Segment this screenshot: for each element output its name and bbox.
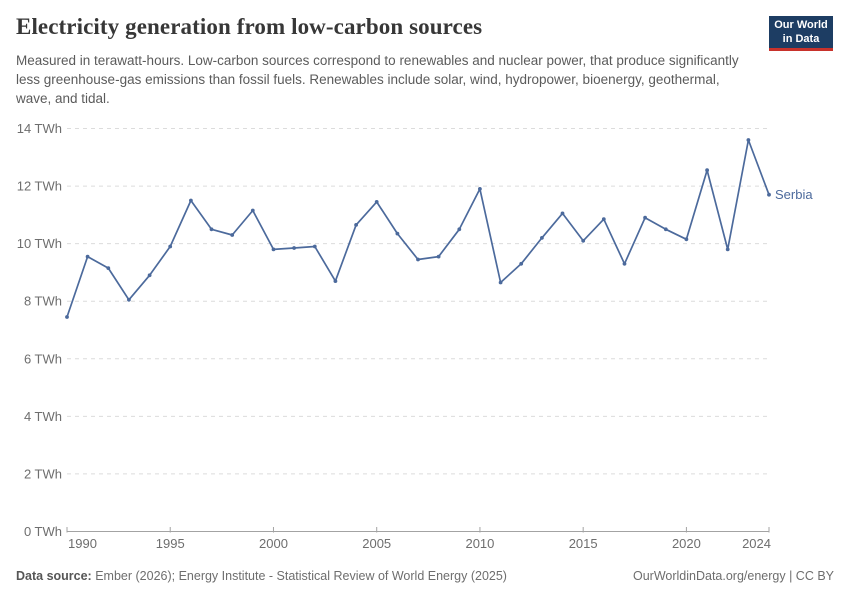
y-tick-label: 10 TWh: [17, 236, 62, 251]
logo-line2: in Data: [782, 32, 820, 45]
y-tick-label: 4 TWh: [24, 409, 62, 424]
data-point-1995: [168, 244, 173, 249]
owid-logo: Our World in Data: [769, 16, 833, 51]
data-point-2016: [601, 217, 606, 222]
data-point-2004: [354, 223, 358, 227]
data-point-2024: [767, 192, 771, 197]
data-point-2018: [643, 215, 647, 220]
y-tick-label: 2 TWh: [24, 466, 62, 481]
data-point-2020: [684, 237, 689, 242]
logo-line1: Our World: [774, 19, 828, 31]
data-point-2002: [312, 244, 317, 249]
y-tick-label: 6 TWh: [24, 351, 62, 366]
data-point-2015: [581, 238, 586, 243]
data-point-2001: [292, 246, 296, 250]
data-point-2000: [271, 247, 276, 252]
x-tick-label: 1995: [156, 536, 185, 551]
data-point-2017: [622, 261, 627, 266]
x-tick-label: 1990: [68, 536, 97, 551]
data-point-2007: [416, 257, 420, 262]
data-point-2009: [457, 227, 462, 232]
data-point-2010: [478, 187, 482, 191]
data-point-2006: [395, 231, 400, 236]
data-point-1994: [147, 273, 152, 278]
data-point-1991: [85, 254, 90, 259]
datasource-text: Data source: Ember (2026); Energy Instit…: [16, 569, 507, 583]
data-point-2021: [705, 168, 709, 173]
x-tick-label: 2005: [362, 536, 391, 551]
data-point-2022: [725, 247, 730, 252]
data-point-2013: [540, 236, 544, 240]
x-tick-label: 2024: [742, 536, 771, 551]
x-tick-label: 2000: [259, 536, 288, 551]
x-tick-label: 2020: [672, 536, 701, 551]
credit-text: OurWorldinData.org/energy | CC BY: [632, 569, 834, 583]
x-tick-label: 2010: [465, 536, 494, 551]
datasource-value: Ember (2026); Energy Institute - Statist…: [91, 569, 507, 583]
y-tick-label: 0 TWh: [24, 524, 62, 539]
y-tick-label: 8 TWh: [24, 294, 62, 309]
data-point-1992: [106, 266, 111, 270]
data-point-1996: [189, 198, 193, 203]
y-tick-label: 14 TWh: [17, 121, 62, 136]
data-point-2023: [746, 138, 751, 142]
series-end-label: Serbia: [775, 187, 813, 202]
data-point-2012: [519, 261, 524, 266]
data-point-2011: [498, 280, 503, 285]
page-title: Electricity generation from low-carbon s…: [16, 14, 483, 39]
chart-subtitle: Measured in terawatt-hours. Low-carbon s…: [16, 53, 739, 106]
data-point-1993: [126, 297, 131, 302]
data-point-1999: [250, 208, 255, 213]
x-tick-label: 2015: [569, 536, 598, 551]
serbia-line: [66, 139, 770, 318]
data-point-2014: [560, 211, 565, 216]
data-point-2019: [663, 227, 668, 232]
logo-accent-bar: [769, 48, 833, 51]
data-point-2005: [374, 200, 379, 204]
data-point-2008: [436, 254, 441, 259]
data-point-1997: [209, 227, 214, 232]
data-point-1990: [65, 315, 69, 319]
y-tick-label: 12 TWh: [17, 179, 62, 194]
datasource-label: Data source:: [16, 569, 92, 583]
data-point-1998: [230, 233, 235, 237]
data-point-2003: [333, 279, 338, 283]
